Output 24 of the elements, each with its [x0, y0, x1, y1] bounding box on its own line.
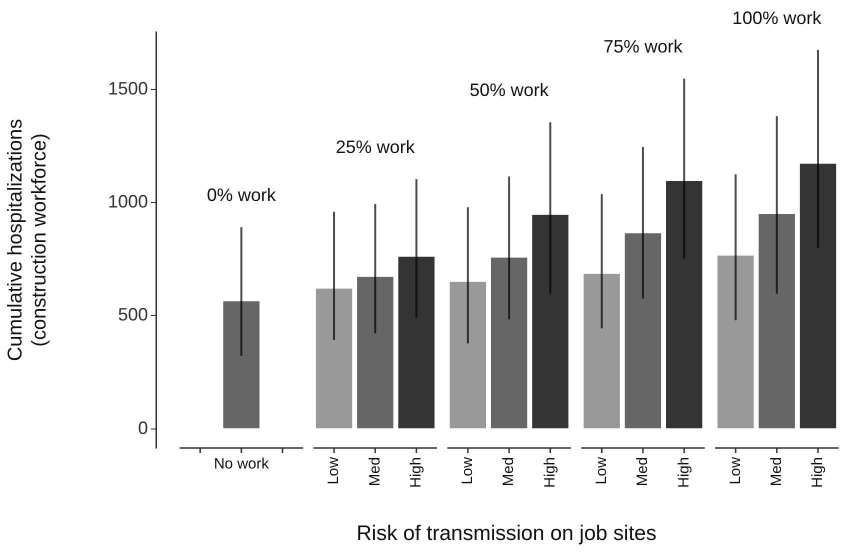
- annotation: 25% work: [336, 137, 416, 158]
- x-tick-label: Low: [325, 456, 342, 485]
- y-tick-label: 1500: [108, 78, 148, 99]
- x-tick-label: Med: [500, 457, 518, 486]
- x-tick-label: No work: [214, 456, 270, 473]
- x-tick-label: Low: [592, 456, 610, 485]
- x-tick-label: Med: [634, 457, 652, 486]
- annotation: 50% work: [470, 80, 550, 100]
- x-tick-label: High: [675, 457, 692, 488]
- text: 100% work: [732, 8, 822, 28]
- x-tick-label: High: [408, 457, 425, 488]
- x-tick-label: Low: [726, 456, 744, 485]
- y-axis-title: Cumulative hospitalizations (construction workforce): [4, 118, 51, 362]
- x-tick-label: High: [809, 457, 826, 488]
- x-tick-label: Low: [459, 456, 476, 485]
- y-tick-label: 1000: [108, 192, 148, 212]
- x-axis-title: Risk of transmission on job sites: [356, 522, 658, 546]
- x-tick-label: Med: [768, 457, 785, 486]
- y-tick-label: 500: [118, 304, 148, 325]
- x-tick-label: Med: [366, 457, 384, 486]
- y-tick-label: 0: [138, 418, 148, 438]
- x-tick-label: High: [541, 457, 558, 488]
- annotation: 0% work: [206, 185, 277, 206]
- annotation: 75% work: [603, 36, 684, 57]
